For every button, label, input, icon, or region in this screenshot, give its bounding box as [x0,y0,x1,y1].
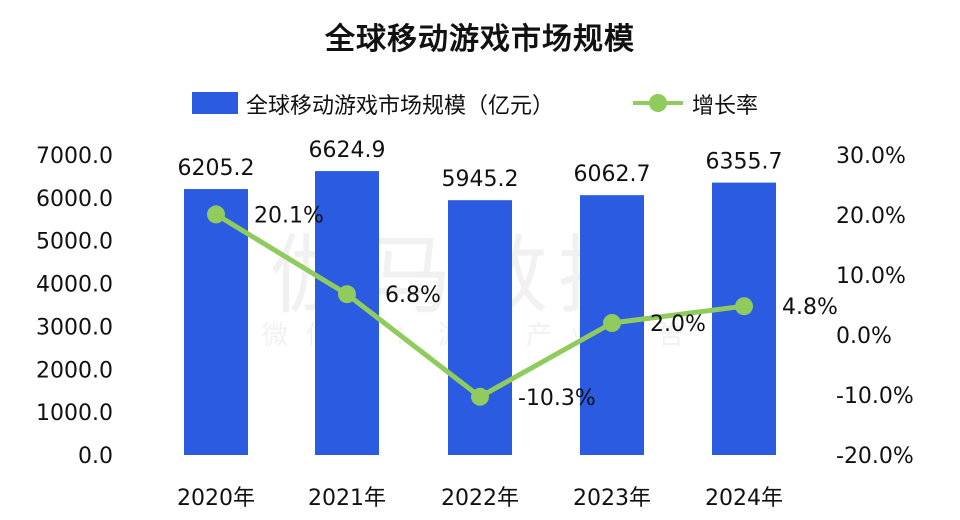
growth-rate-data-label: 4.8% [782,295,838,320]
right-axis-tick-label: 0.0% [836,324,892,349]
left-axis-tick-label: 2000.0 [36,358,113,383]
growth-rate-data-label: 6.8% [385,283,441,308]
bar [712,182,776,455]
bar [448,200,512,455]
right-axis-tick-label: -10.0% [836,384,914,409]
chart-legend: 全球移动游戏市场规模（亿元） 增长率 [0,86,960,120]
left-axis-tick-label: 4000.0 [36,273,113,298]
x-axis-tick-label: 2024年 [705,486,783,511]
bar [184,189,248,455]
legend-bar-swatch [192,92,238,114]
growth-rate-point [735,297,753,316]
legend-bar-label: 全球移动游戏市场规模（亿元） [246,94,555,119]
left-axis-tick-label: 7000.0 [36,144,113,169]
bar-data-label: 6205.2 [178,156,255,181]
right-axis-tick-label: 20.0% [836,204,906,229]
left-axis-tick-label: 5000.0 [36,230,113,255]
growth-rate-point [471,387,489,406]
bar-data-label: 5945.2 [442,167,519,192]
x-axis-tick-label: 2023年 [573,486,651,511]
x-axis-tick-label: 2021年 [308,486,386,511]
growth-rate-point [207,205,225,224]
chart-title: 全球移动游戏市场规模 [325,22,635,57]
left-axis-tick-label: 1000.0 [36,401,113,426]
bar-data-label: 6355.7 [706,150,783,175]
legend-line-label: 增长率 [692,94,759,119]
growth-rate-data-label: 2.0% [650,312,706,337]
left-axis-tick-label: 6000.0 [36,187,113,212]
x-axis-tick-label: 2022年 [441,486,519,511]
growth-rate-point [338,285,356,304]
left-axis-tick-label: 0.0 [78,444,113,469]
x-axis-tick-label: 2020年 [177,486,255,511]
growth-rate-data-label: -10.3% [518,386,596,411]
bar-data-label: 6062.7 [574,162,651,187]
right-axis-tick-label: 10.0% [836,264,906,289]
right-axis-tick-label: -20.0% [836,444,914,469]
growth-rate-point [603,314,621,332]
legend-line-marker [649,94,667,112]
growth-rate-data-label: 20.1% [254,203,324,228]
bar-data-label: 6624.9 [309,138,386,163]
left-axis-tick-label: 3000.0 [36,315,113,340]
right-axis-tick-label: 30.0% [836,144,906,169]
